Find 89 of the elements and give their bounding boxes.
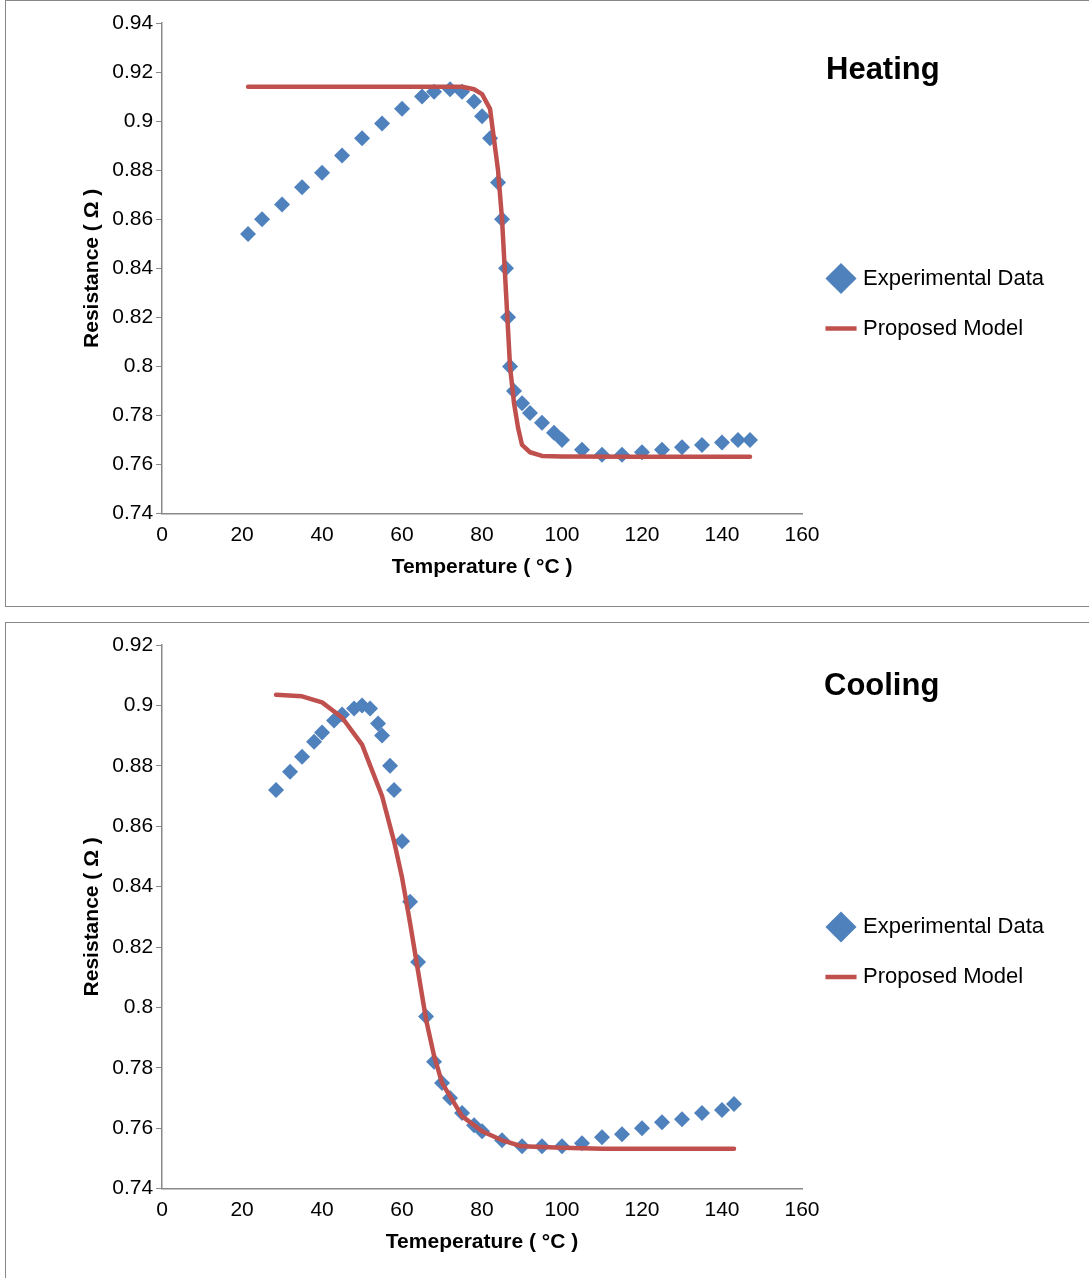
point [614,1126,631,1143]
point [374,115,391,132]
point [394,100,411,117]
point [594,1129,611,1146]
point [334,147,351,164]
point [466,93,483,110]
y-tick-label: 0.74 [112,1175,154,1199]
point [554,432,571,449]
x-tick-label: 0 [156,1197,168,1220]
point [714,1102,731,1119]
point [268,781,285,798]
x-tick-label: 40 [310,1197,334,1220]
legend-label: Experimental Data [863,913,1045,939]
x-tick-label: 60 [390,522,414,545]
y-tick-label: 0.92 [112,58,154,82]
x-tick-label: 100 [544,522,580,545]
y-tick-label: 0.8 [123,353,154,377]
y-tick-label: 0.78 [112,402,154,426]
x-tick-label: 140 [704,522,740,545]
point [386,781,403,798]
y-tick-label: 0.92 [112,631,154,655]
point [294,179,311,196]
x-tick-label: 100 [544,1197,580,1220]
y-tick-label: 0.8 [123,994,154,1018]
x-tick-label: 80 [470,522,494,545]
legend-label: Proposed Model [863,314,1024,340]
point [714,434,731,451]
x-tick-label: 20 [230,1197,254,1220]
x-axis-title: Temperature ( °C ) [391,554,573,578]
y-axis-title: Resistance ( Ω ) [79,837,103,997]
text: Heating [826,51,940,87]
legend-label: Experimental Data [863,264,1045,290]
point [514,395,531,412]
x-tick-label: 60 [390,1197,414,1220]
point [694,1105,711,1122]
legend-label: Proposed Model [863,963,1024,989]
x-tick-label: 40 [310,522,334,545]
point [694,436,711,453]
x-tick-label: 160 [784,1197,820,1220]
point [370,715,387,732]
y-tick-label: 0.84 [112,255,154,279]
point [534,414,551,431]
text: Cooling [824,667,940,703]
point [240,225,257,242]
point [306,733,323,750]
y-tick-label: 0.9 [123,692,154,716]
x-tick-label: 160 [784,522,820,545]
y-tick-label: 0.86 [112,206,154,230]
y-tick-label: 0.86 [112,813,154,836]
x-tick-label: 80 [470,1197,494,1220]
point [394,833,411,850]
y-tick-label: 0.76 [112,1115,154,1138]
y-tick-label: 0.74 [112,500,154,524]
point [414,88,431,105]
y-tick-label: 0.9 [123,107,154,131]
y-axis-title: Resistance ( Ω ) [79,188,103,348]
y-tick-label: 0.88 [112,752,154,776]
point [374,727,391,744]
x-tick-label: 120 [624,1197,660,1220]
y-tick-label: 0.76 [112,451,154,475]
point [282,763,299,780]
point [726,1096,743,1113]
point [314,724,331,741]
point [674,439,691,456]
x-tick-label: 120 [624,522,660,545]
point [254,211,271,228]
point [274,196,291,213]
y-tick-label: 0.88 [112,156,154,180]
y-tick-label: 0.78 [112,1054,154,1078]
point [294,748,311,765]
x-tick-label: 20 [230,522,254,545]
x-axis-title: Temeperature ( °C ) [385,1229,579,1253]
x-tick-label: 140 [704,1197,740,1220]
point [354,130,371,147]
y-tick-label: 0.94 [112,9,154,33]
y-tick-label: 0.82 [112,304,154,328]
point [634,1120,651,1137]
point [382,757,399,774]
point [522,405,539,422]
x-tick-label: 0 [156,522,168,545]
point [314,164,331,181]
point [654,1114,671,1131]
point [546,424,563,441]
point [474,108,491,125]
point [742,432,759,449]
y-tick-label: 0.84 [112,873,154,897]
point [674,1111,691,1128]
y-tick-label: 0.82 [112,933,154,957]
point [362,700,379,717]
